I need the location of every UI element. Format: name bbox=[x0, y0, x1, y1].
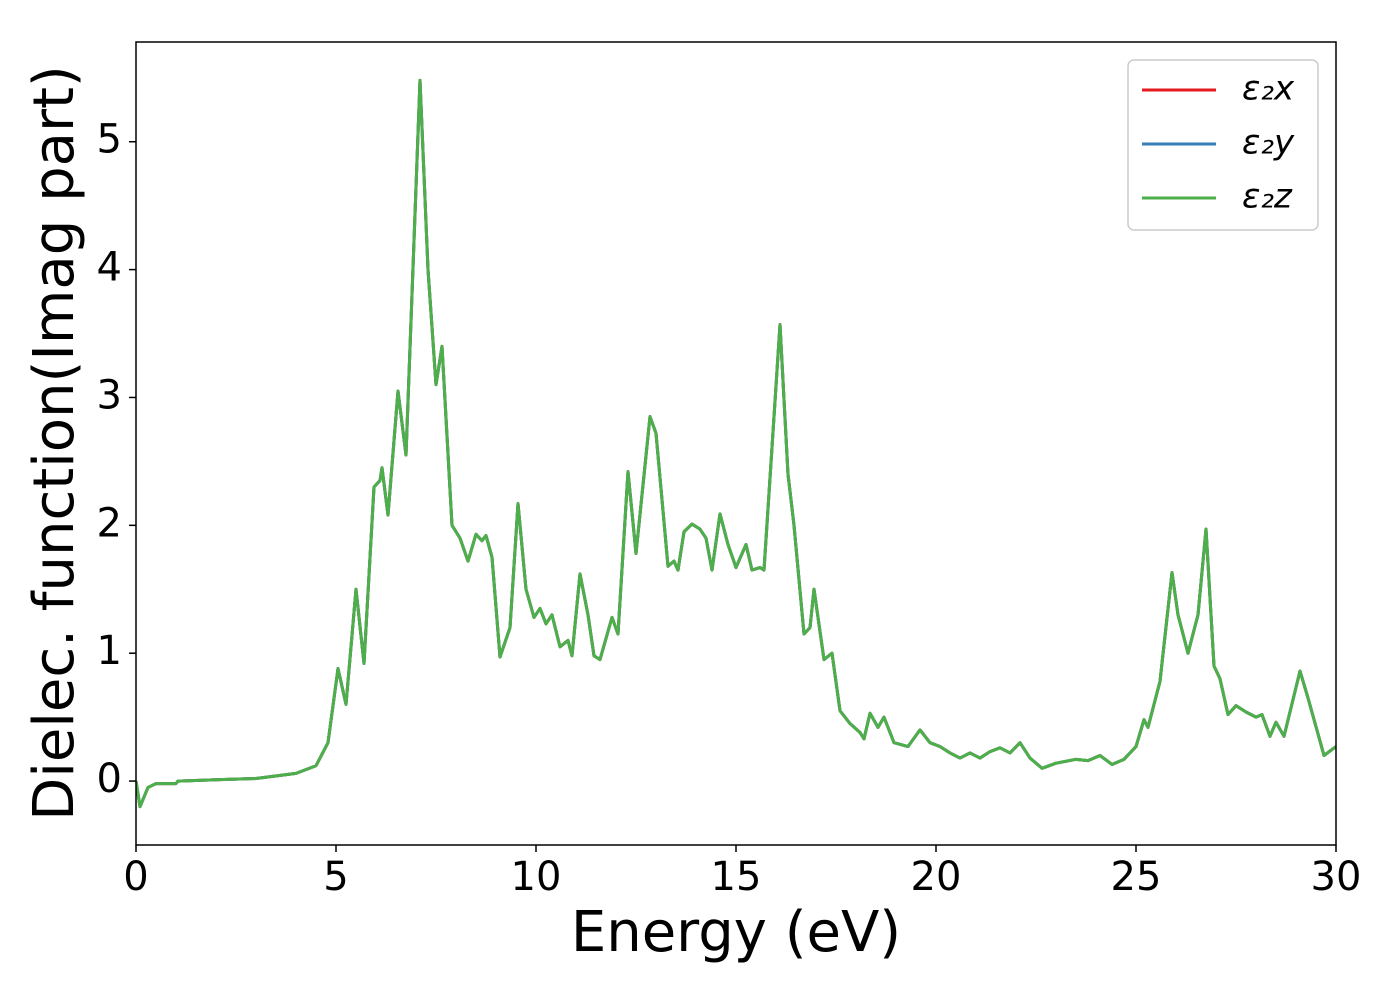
y-tick-label: 0 bbox=[97, 756, 122, 802]
x-tick-label: 25 bbox=[1111, 854, 1162, 900]
y-tick-label: 3 bbox=[97, 372, 122, 418]
x-tick-label: 0 bbox=[123, 854, 148, 900]
legend-box bbox=[1127, 59, 1319, 231]
x-tick-label: 15 bbox=[711, 854, 762, 900]
plot-frame bbox=[135, 41, 1337, 846]
legend-label: ε₂y bbox=[1242, 123, 1295, 163]
legend-label: ε₂x bbox=[1242, 69, 1295, 109]
legend-label: ε₂z bbox=[1242, 177, 1293, 217]
y-tick-label: 2 bbox=[97, 500, 122, 546]
y-tick-label: 5 bbox=[97, 117, 122, 163]
x-tick-label: 20 bbox=[911, 854, 962, 900]
x-tick-label: 10 bbox=[511, 854, 562, 900]
x-tick-label: 5 bbox=[323, 854, 348, 900]
y-tick-label: 4 bbox=[97, 245, 122, 291]
y-axis-label: Dielec. function(Imag part) bbox=[22, 65, 87, 821]
line bbox=[136, 78, 1336, 809]
x-tick-label: 30 bbox=[1311, 854, 1362, 900]
y-tick-label: 1 bbox=[97, 628, 122, 674]
x-axis-label: Energy (eV) bbox=[571, 900, 901, 965]
